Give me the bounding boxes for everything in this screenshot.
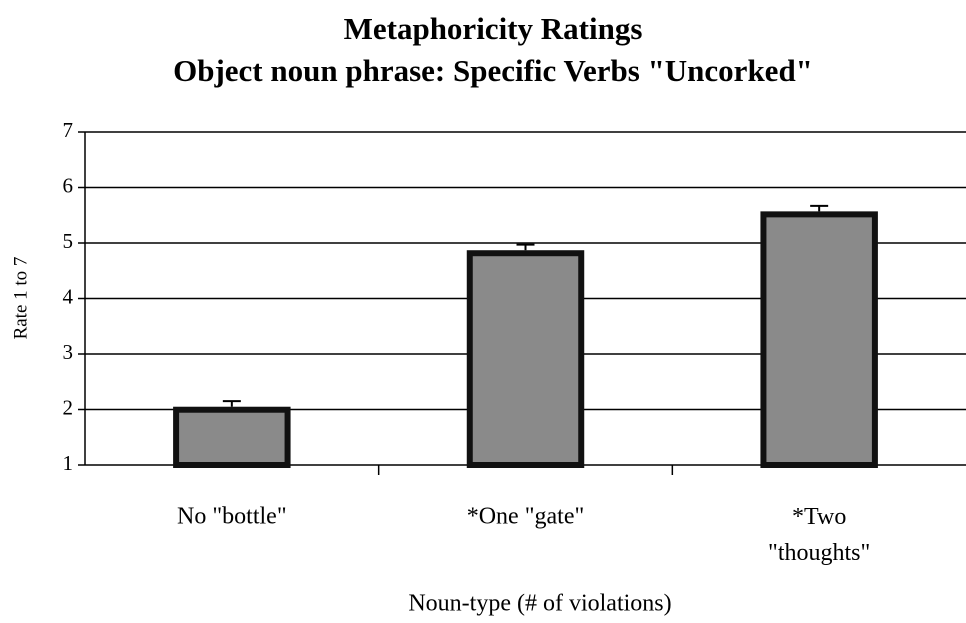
y-tick-label: 5	[63, 229, 74, 253]
y-tick-label: 2	[63, 395, 74, 419]
y-tick-label: 1	[63, 451, 74, 475]
bar	[173, 406, 291, 469]
x-axis-label: Noun-type (# of violations)	[408, 591, 671, 617]
x-tick-label: *Two "thoughts"	[768, 504, 870, 566]
bar	[466, 250, 585, 468]
bar	[760, 211, 878, 468]
chart-title: Metaphoricity Ratings	[344, 11, 643, 46]
y-tick-label: 7	[63, 118, 74, 142]
x-tick-label: No "bottle"	[177, 504, 287, 530]
y-tick-label: 3	[63, 340, 74, 364]
y-tick-label: 4	[63, 284, 74, 308]
y-tick-label: 6	[63, 173, 74, 197]
y-axis-label: Rate 1 to 7	[10, 257, 31, 340]
chart-subtitle: Object noun phrase: Specific Verbs "Unco…	[173, 53, 813, 88]
x-tick-label: *One "gate"	[467, 504, 585, 530]
